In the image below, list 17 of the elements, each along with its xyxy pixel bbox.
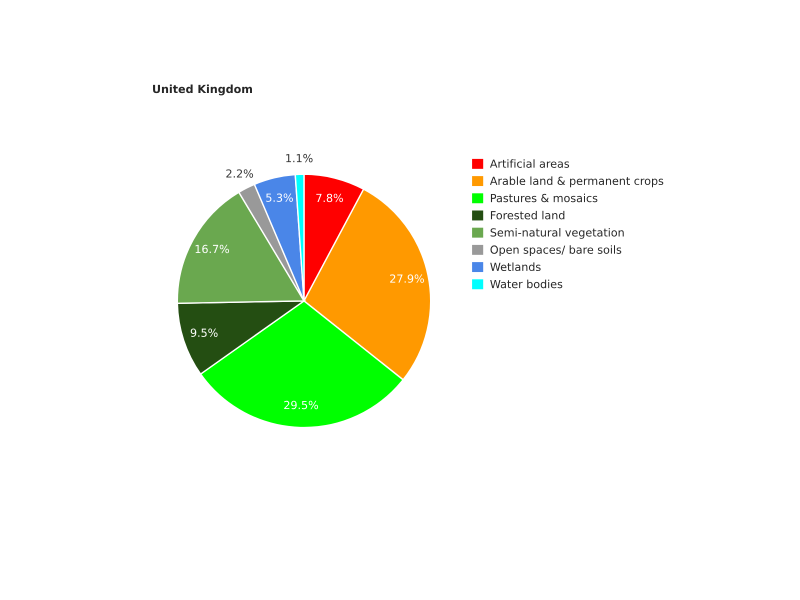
legend-label: Open spaces/ bare soils — [490, 245, 622, 256]
data-label: 2.2% — [226, 169, 254, 178]
data-label: 16.7% — [196, 244, 230, 254]
legend-label: Semi-natural vegetation — [490, 228, 624, 239]
legend-label: Wetlands — [490, 262, 541, 272]
data-label: 29.5% — [284, 400, 318, 410]
chart-title: United Kingdom — [153, 84, 252, 96]
legend-label: Forested land — [490, 210, 564, 220]
data-label: 27.9% — [390, 274, 424, 283]
data-label: 7.8% — [316, 194, 344, 202]
legend-label: Pastures & mosaics — [490, 194, 598, 202]
legend-label: Artificial areas — [490, 159, 570, 168]
data-label: 5.3% — [266, 193, 293, 202]
data-label: 9.5% — [190, 328, 218, 337]
data-label: 1.1% — [286, 154, 313, 162]
legend-label: Arable land & permanent crops — [490, 176, 664, 188]
legend-label: Water bodies — [490, 280, 562, 288]
